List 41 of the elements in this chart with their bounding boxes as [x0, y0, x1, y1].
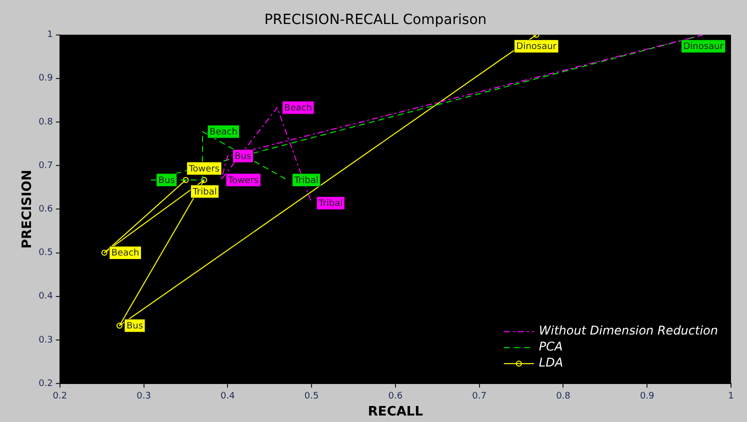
point	[101, 250, 108, 256]
point	[182, 176, 189, 183]
y-tick-label: 0.3	[38, 335, 53, 346]
y-tick-label: 0.2	[38, 378, 53, 389]
data-label: Beach	[284, 103, 312, 114]
data-label: Dinosaur	[516, 42, 557, 52]
data-label: Dinosaur	[683, 42, 724, 52]
y-tick-label: 0.5	[38, 248, 53, 258]
data-label: Beach	[111, 248, 140, 259]
x-axis-title: RECALL	[368, 404, 423, 420]
y-tick-label: 1	[47, 30, 53, 40]
data-label: Bus	[126, 321, 144, 332]
point	[201, 176, 208, 183]
x-tick-label: 0.5	[304, 391, 319, 402]
x-tick-label: 0.4	[220, 391, 236, 402]
legend-label: LDA	[538, 356, 564, 370]
x-tick-label: 0.6	[388, 391, 403, 402]
data-label: Tribal	[293, 176, 318, 186]
legend-label: Without Dimension Reduction	[538, 324, 718, 338]
y-tick-label: 0.9	[38, 74, 54, 84]
y-tick-label: 0.4	[38, 292, 54, 302]
x-tick-label: 0.3	[136, 391, 151, 402]
point	[116, 322, 122, 329]
data-label: Tribal	[192, 187, 217, 198]
x-tick-label: 0.2	[52, 391, 68, 402]
y-axis-title: PRECISION	[20, 170, 36, 249]
y-tick-label: 0.8	[38, 117, 54, 128]
data-label: Bus	[234, 152, 252, 162]
legend-label: PCA	[538, 340, 563, 354]
data-label: Towers	[188, 164, 220, 174]
x-tick-label: 1	[728, 391, 734, 402]
data-label: Bus	[158, 176, 176, 186]
x-tick-label: 0.8	[556, 391, 571, 402]
y-tick-label: 0.6	[38, 204, 54, 215]
data-label: Towers	[226, 176, 260, 186]
chart-title: PRECISION-RECALL Comparison	[264, 12, 487, 28]
data-label: Beach	[210, 127, 238, 138]
x-tick-label: 0.9	[640, 391, 655, 402]
y-tick-label: 0.7	[38, 160, 53, 171]
x-tick-label: 0.7	[472, 391, 487, 402]
data-label: Tribal	[318, 198, 343, 209]
